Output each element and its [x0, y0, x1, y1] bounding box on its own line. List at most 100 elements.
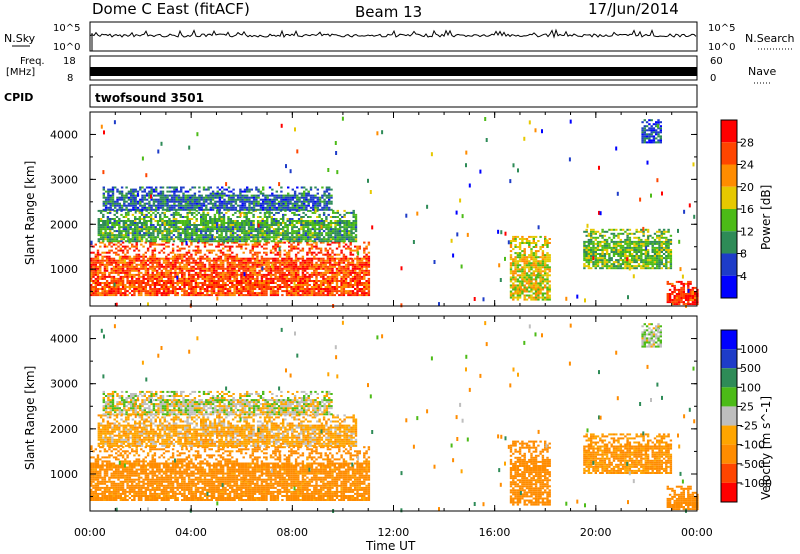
- heatmap-cell: [521, 254, 523, 256]
- heatmap-cell: [181, 248, 183, 250]
- heatmap-cell: [252, 214, 254, 216]
- heatmap-cell: [202, 216, 204, 218]
- heatmap-cell: [136, 288, 138, 290]
- heatmap-cell: [193, 222, 195, 224]
- heatmap-cell: [161, 288, 163, 290]
- heatmap-cell: [521, 278, 523, 280]
- heatmap-cell: [302, 258, 304, 260]
- heatmap-cell: [202, 230, 204, 232]
- heatmap-cell: [95, 244, 97, 246]
- heatmap-cell: [179, 256, 181, 258]
- heatmap-cell: [263, 288, 265, 290]
- heatmap-cell: [106, 268, 108, 270]
- heatmap-cell: [544, 244, 546, 246]
- heatmap-cell: [353, 222, 355, 224]
- heatmap-cell: [224, 246, 226, 248]
- heatmap-cell: [277, 228, 279, 230]
- heatmap-cell: [167, 274, 169, 276]
- heatmap-cell: [202, 282, 204, 284]
- heatmap-cell: [294, 197, 296, 199]
- heatmap-cell: [296, 197, 298, 199]
- heatmap-cell: [99, 260, 101, 262]
- heatmap-cell: [265, 292, 267, 294]
- heatmap-cell: [160, 191, 162, 193]
- heatmap-cell: [155, 187, 157, 189]
- heatmap-cell: [131, 284, 133, 286]
- heatmap-cell: [311, 290, 313, 292]
- heatmap-cell: [217, 191, 219, 193]
- heatmap-cell: [188, 276, 190, 278]
- heatmap-cell: [182, 232, 184, 234]
- heatmap-cell: [299, 264, 301, 266]
- heatmap-cell: [222, 286, 224, 288]
- heatmap-cell: [177, 230, 179, 232]
- heatmap-cell: [329, 264, 331, 266]
- heatmap-cell: [277, 278, 279, 280]
- heatmap-cell: [261, 294, 263, 296]
- heatmap-cell: [122, 272, 124, 274]
- heatmap-cell: [312, 199, 314, 201]
- heatmap-cell: [334, 276, 336, 278]
- heatmap-cell: [221, 191, 223, 193]
- heatmap-cell: [319, 205, 321, 207]
- heatmap-cell: [544, 266, 546, 268]
- heatmap-cell: [114, 203, 116, 205]
- heatmap-cell: [164, 216, 166, 218]
- heatmap-cell: [336, 270, 338, 272]
- heatmap-cell: [273, 197, 275, 199]
- heatmap-cell: [296, 199, 298, 201]
- heatmap-cell: [298, 240, 300, 242]
- heatmap-cell: [258, 260, 260, 262]
- heatmap-cell: [195, 272, 197, 274]
- heatmap-cell: [154, 288, 156, 290]
- heatmap-cell: [142, 246, 144, 248]
- heatmap-cell: [284, 226, 286, 228]
- heatmap-cell: [162, 187, 164, 189]
- heatmap-cell: [282, 232, 284, 234]
- heatmap-cell: [203, 201, 205, 203]
- heatmap-cell: [126, 270, 128, 272]
- heatmap-cell: [245, 264, 247, 266]
- heatmap-cell: [125, 224, 127, 226]
- heatmap-cell: [154, 270, 156, 272]
- heatmap-cell: [252, 286, 254, 288]
- heatmap-cell: [220, 274, 222, 276]
- heatmap-cell: [190, 270, 192, 272]
- heatmap-cell: [346, 230, 348, 232]
- heatmap-cell: [517, 252, 519, 254]
- heatmap-cell: [263, 280, 265, 282]
- heatmap-cell: [184, 230, 186, 232]
- heatmap-cell: [359, 262, 361, 264]
- heatmap-cell: [111, 218, 113, 220]
- heatmap-cell: [255, 197, 257, 199]
- heatmap-cell: [273, 240, 275, 242]
- heatmap-cell: [521, 256, 523, 258]
- heatmap-cell: [328, 195, 330, 197]
- heatmap-cell: [161, 224, 163, 226]
- heatmap-cell: [294, 201, 296, 203]
- heatmap-cell: [158, 278, 160, 280]
- heatmap-cell: [148, 220, 150, 222]
- heatmap-cell: [122, 282, 124, 284]
- heatmap-cell: [152, 276, 154, 278]
- heatmap-cell: [135, 189, 137, 191]
- heatmap-cell: [274, 244, 276, 246]
- heatmap-cell: [192, 266, 194, 268]
- heatmap-cell: [170, 236, 172, 238]
- heatmap-cell: [120, 232, 122, 234]
- heatmap-cell: [201, 203, 203, 205]
- heatmap-cell: [180, 203, 182, 205]
- heatmap-cell: [159, 226, 161, 228]
- heatmap-cell: [261, 288, 263, 290]
- heatmap-cell: [209, 216, 211, 218]
- heatmap-cell: [248, 234, 250, 236]
- heatmap-cell: [193, 234, 195, 236]
- heatmap-cell: [318, 216, 320, 218]
- heatmap-cell: [141, 209, 143, 211]
- heatmap-cell: [227, 290, 229, 292]
- heatmap-cell: [224, 288, 226, 290]
- heatmap-cell: [122, 294, 124, 296]
- heatmap-cell: [517, 297, 519, 299]
- heatmap-cell: [154, 286, 156, 288]
- heatmap-cell: [262, 238, 264, 240]
